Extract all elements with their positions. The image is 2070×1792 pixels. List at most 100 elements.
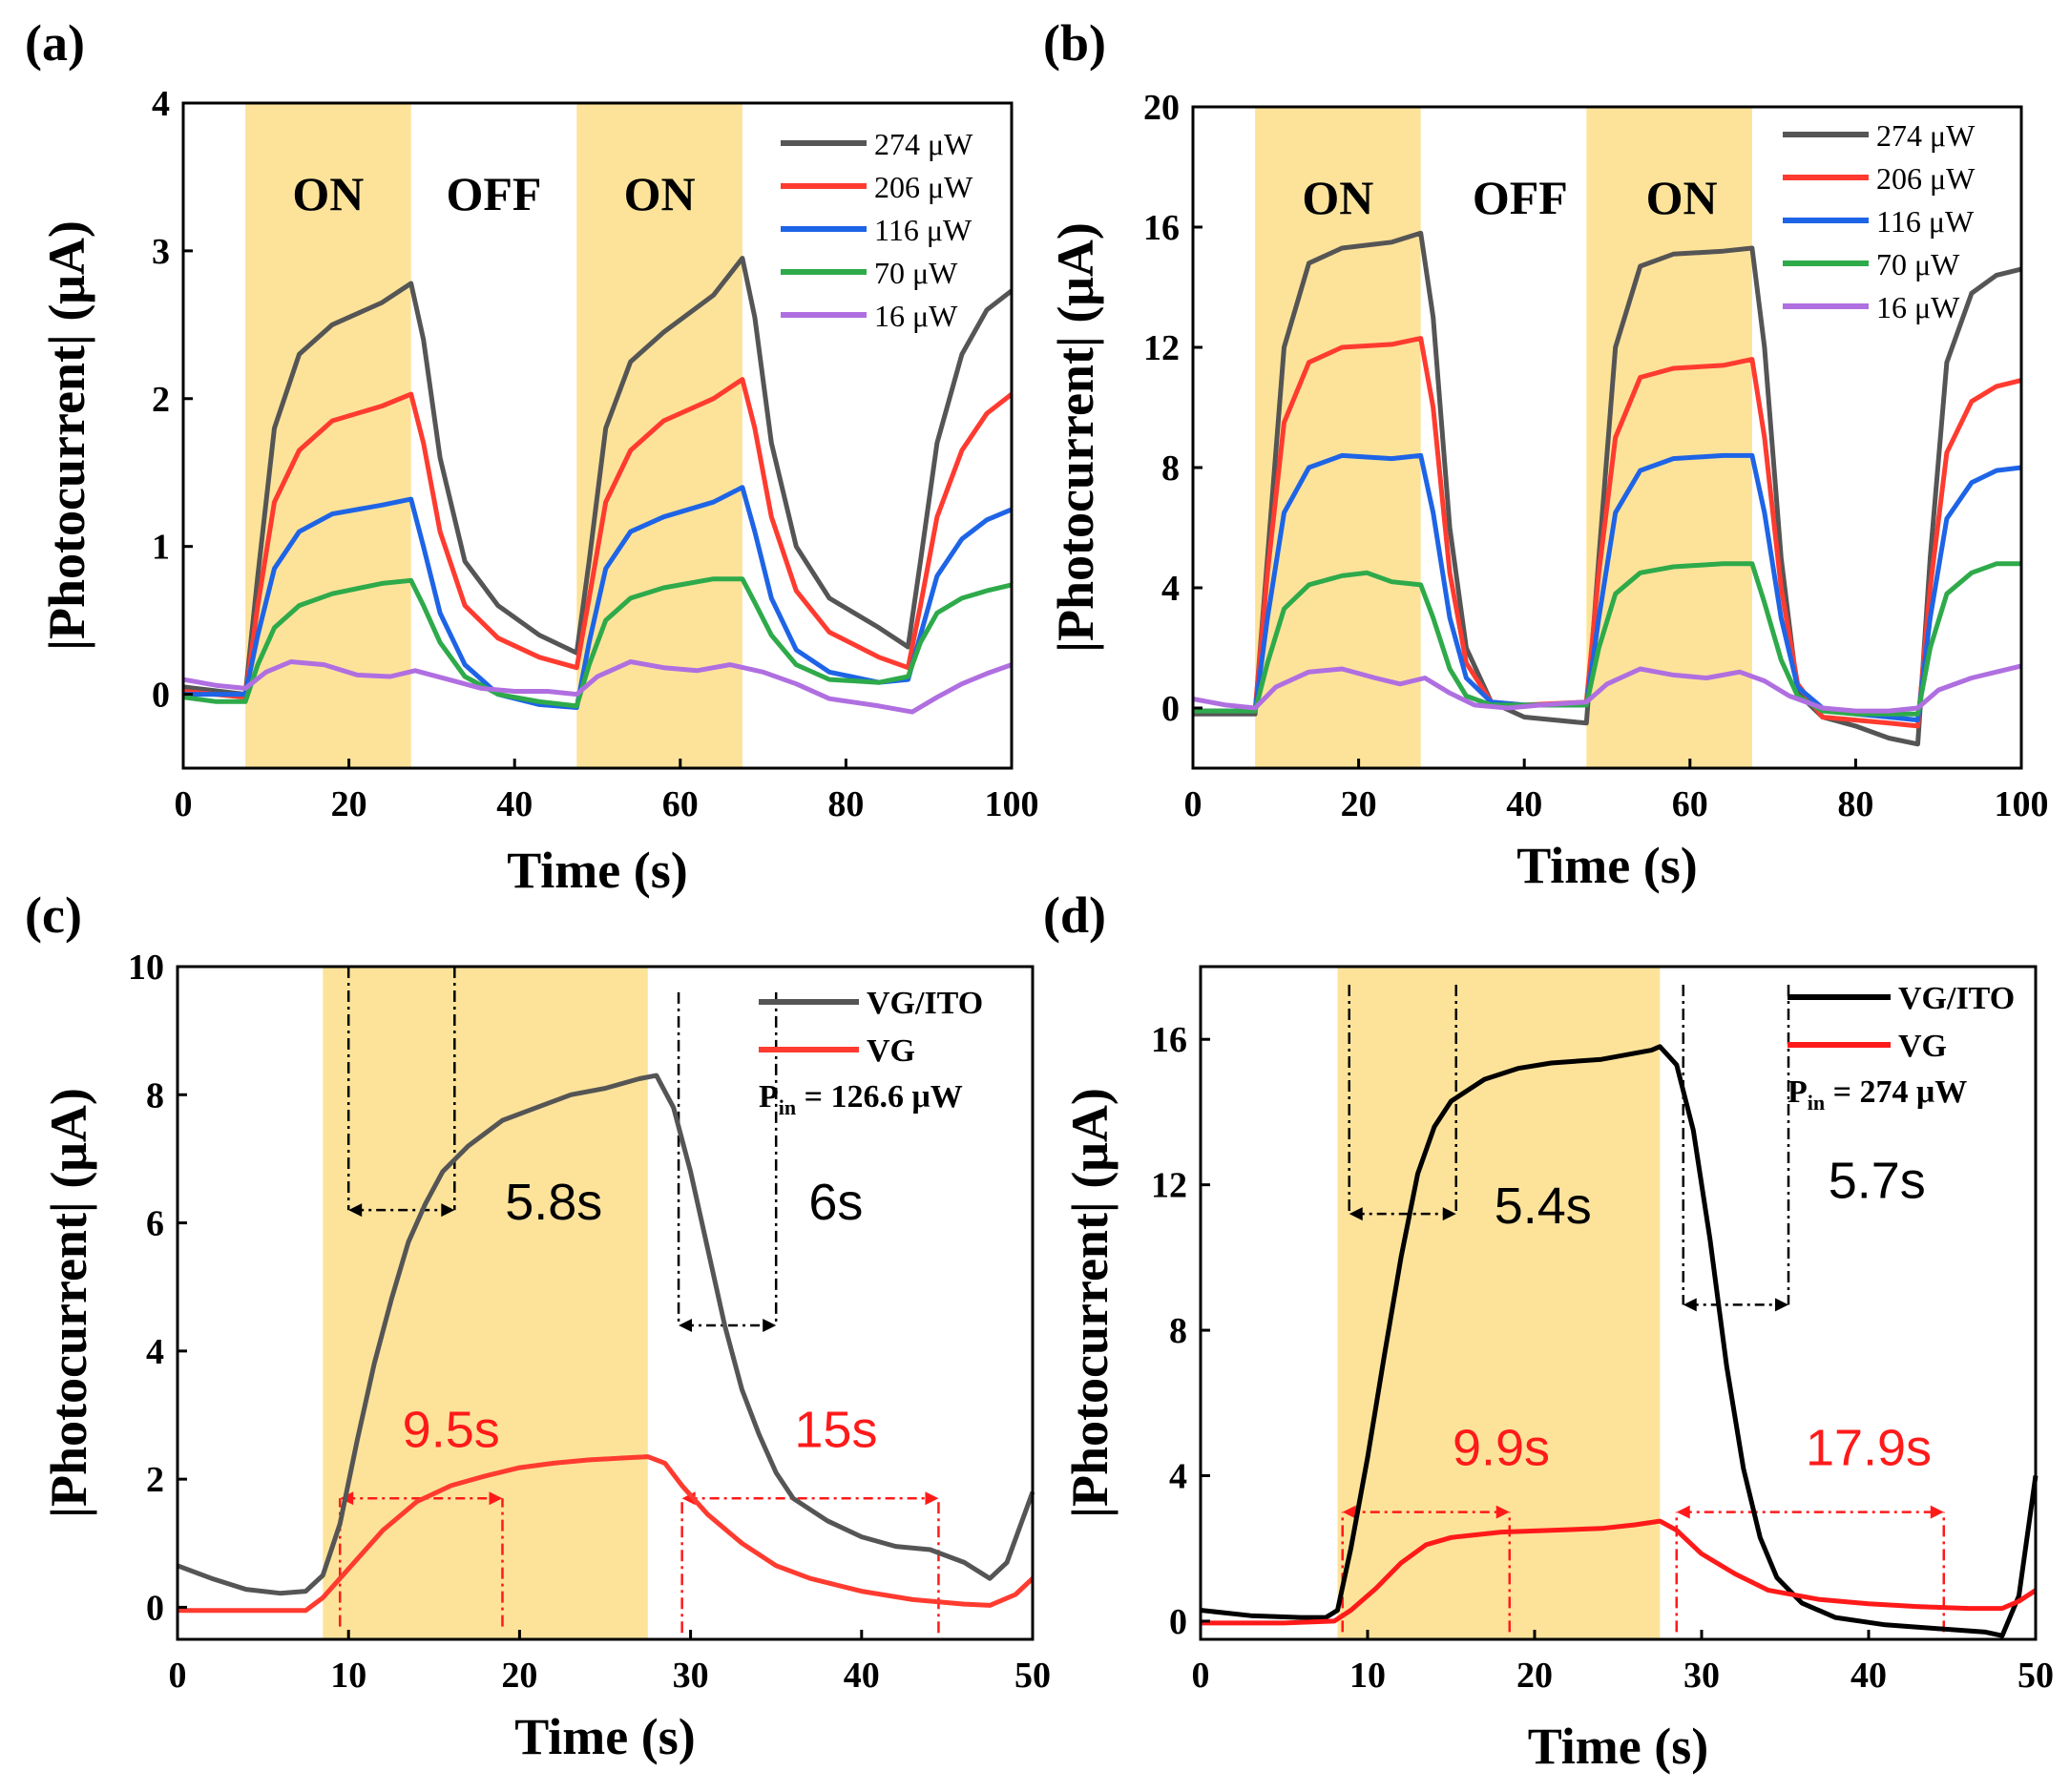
y-tick-label-0: 0 <box>1169 1602 1187 1642</box>
x-tick-label-3: 30 <box>673 1656 709 1696</box>
x-tick-label-0: 0 <box>169 1656 187 1696</box>
y-tick-label-3: 3 <box>152 232 170 272</box>
band-label-1: OFF <box>1473 171 1568 224</box>
annotation-0: 5.4s <box>1495 1177 1592 1235</box>
legend-label-2: 116 μW <box>1876 204 1975 239</box>
y-tick-label-2: 2 <box>152 380 170 420</box>
legend-label-1: VG <box>867 1033 915 1069</box>
y-tick-label-5: 20 <box>1143 88 1180 128</box>
band-label-2: ON <box>624 167 696 220</box>
series-line-1 <box>1193 336 2022 729</box>
series-line-0 <box>1193 230 2022 747</box>
series-line-1 <box>178 1454 1035 1614</box>
y-tick-label-2: 8 <box>1169 1311 1187 1351</box>
x-tick-label-2: 40 <box>1506 784 1542 824</box>
panel-label-a: (a) <box>25 14 85 72</box>
y-tick-label-0: 0 <box>1161 689 1180 729</box>
x-axis-label: Time (s) <box>514 1708 695 1765</box>
legend-label-0: VG/ITO <box>867 986 983 1021</box>
legend-label-0: VG/ITO <box>1898 981 2015 1016</box>
x-tick-label-2: 40 <box>496 784 533 824</box>
band-label-2: ON <box>1646 171 1718 224</box>
series-line-4 <box>182 659 1013 715</box>
y-tick-label-4: 4 <box>152 84 170 124</box>
pin-subscript: in <box>779 1095 796 1119</box>
y-tick-label-3: 6 <box>146 1204 164 1244</box>
chart-b: ON OFF ON 0 20 40 60 80 100 0 4 8 12 16 20 Time (s) |Pho… <box>1047 88 2049 894</box>
pin-label: Pin = 126.6 μW <box>759 1079 963 1119</box>
x-tick-label-3: 30 <box>1683 1656 1720 1696</box>
annotation-0: 5.8s <box>505 1174 602 1231</box>
y-tick-label-3: 12 <box>1143 328 1180 368</box>
band-label-0: ON <box>292 167 364 220</box>
pin-label: Pin = 274 μW <box>1788 1074 1967 1115</box>
pin-subscript: in <box>1808 1091 1825 1115</box>
y-tick-label-1: 4 <box>1169 1457 1187 1497</box>
y-tick-label-4: 16 <box>1151 1020 1187 1060</box>
legend-label-1: VG <box>1898 1029 1947 1064</box>
x-tick-label-0: 0 <box>175 784 193 824</box>
annotation-3: 17.9s <box>1806 1420 1932 1477</box>
x-tick-label-4: 40 <box>844 1656 880 1696</box>
annotation-1: 6s <box>808 1174 863 1231</box>
y-tick-label-4: 8 <box>146 1075 164 1115</box>
x-tick-label-4: 40 <box>1850 1656 1887 1696</box>
x-tick-label-5: 100 <box>985 784 1039 824</box>
legend-label-1: 206 μW <box>874 170 973 204</box>
x-tick-label-2: 20 <box>501 1656 537 1696</box>
legend-label-1: 206 μW <box>1876 161 1976 196</box>
y-tick-label-1: 2 <box>146 1460 164 1500</box>
y-tick-label-5: 10 <box>128 948 164 988</box>
x-axis-label: Time (s) <box>1516 837 1697 894</box>
annotation-3: 15s <box>794 1402 877 1459</box>
y-tick-label-3: 12 <box>1151 1166 1187 1206</box>
series-line-4 <box>1192 663 2022 714</box>
plot-frame <box>1191 105 2023 770</box>
plot-frame <box>176 965 1035 1641</box>
plot-frame <box>181 101 1014 770</box>
legend-label-3: 70 μW <box>1876 247 1960 281</box>
series-line-2 <box>1193 452 2022 723</box>
x-axis-label: Time (s) <box>1528 1718 1708 1775</box>
y-tick-label-0: 0 <box>146 1588 164 1628</box>
y-axis-label: |Photocurrent| (μA) <box>1061 1088 1119 1518</box>
series-line-0 <box>182 256 1014 698</box>
on-shade-0 <box>323 967 648 1639</box>
legend-label-3: 70 μW <box>874 256 958 290</box>
annotation-2: 9.9s <box>1453 1420 1550 1477</box>
x-tick-label-1: 20 <box>331 784 367 824</box>
plot-frame <box>1199 965 2038 1641</box>
x-tick-label-4: 80 <box>827 784 864 824</box>
y-axis-label: |Photocurrent| (μA) <box>1047 222 1104 653</box>
marker-arrowhead-0-0 <box>1349 1207 1456 1221</box>
y-axis-label: |Photocurrent| (μA) <box>38 220 95 651</box>
x-tick-label-2: 20 <box>1516 1656 1553 1696</box>
series-line-3 <box>1193 561 2021 717</box>
chart-d: 0 10 20 30 40 50 0 4 8 12 16 Time (s) |Photocurrent|… <box>1061 965 2054 1775</box>
x-tick-label-5: 50 <box>2018 1656 2054 1696</box>
x-tick-label-0: 0 <box>1192 1656 1210 1696</box>
x-tick-label-1: 20 <box>1341 784 1377 824</box>
annotation-2: 9.5s <box>403 1402 500 1459</box>
y-tick-label-1: 4 <box>1161 569 1180 609</box>
legend-label-0: 274 μW <box>1876 118 1976 153</box>
pin-symbol: P <box>1788 1074 1808 1110</box>
pin-value: = 274 μW <box>1825 1074 1967 1110</box>
legend-label-4: 16 μW <box>1876 290 1960 324</box>
y-tick-label-4: 16 <box>1143 208 1180 248</box>
series-line-0 <box>1200 1044 2039 1638</box>
y-tick-label-0: 0 <box>152 676 170 716</box>
on-shade-0 <box>1337 967 1661 1639</box>
series-line-3 <box>182 576 1013 709</box>
y-tick-label-2: 4 <box>146 1332 164 1372</box>
x-tick-label-5: 50 <box>1014 1656 1051 1696</box>
series-line-1 <box>1201 1518 2038 1626</box>
x-axis-label: Time (s) <box>507 842 687 899</box>
panel-label-c: (c) <box>25 886 82 944</box>
panel-label-b: (b) <box>1043 14 1106 72</box>
legend-label-0: 274 μW <box>874 127 973 161</box>
series-line-2 <box>183 485 1013 710</box>
x-tick-label-5: 100 <box>1995 784 2049 824</box>
pin-value: = 126.6 μW <box>796 1079 963 1115</box>
